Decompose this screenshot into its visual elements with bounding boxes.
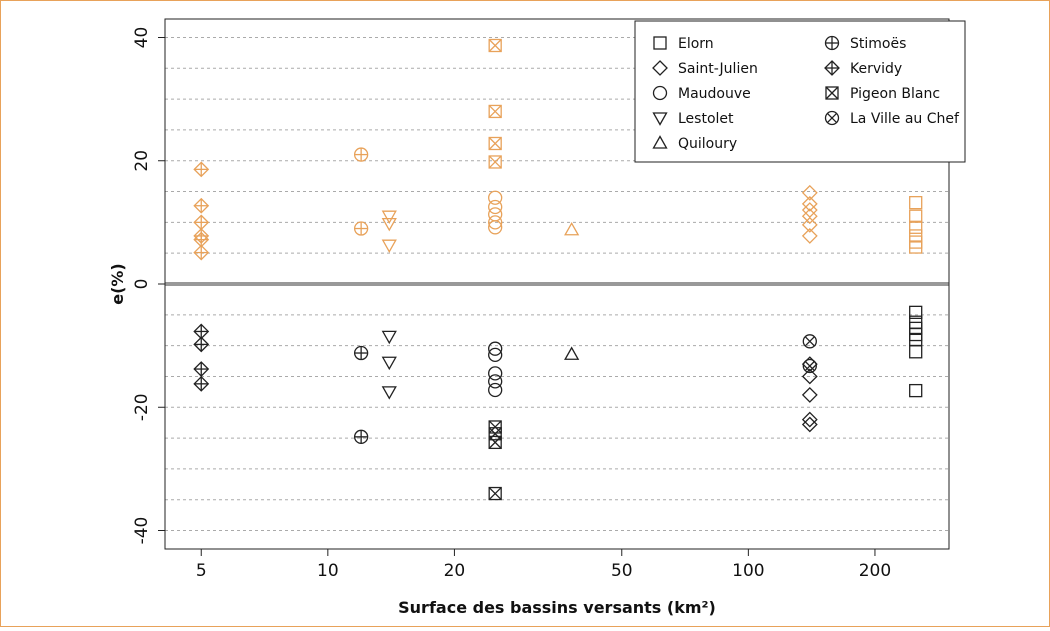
data-point-elorn xyxy=(909,240,923,254)
data-point-elorn xyxy=(909,332,923,347)
data-point-saint-julien xyxy=(801,411,818,428)
legend-box xyxy=(634,20,966,163)
x-tick-label: 10 xyxy=(317,561,339,581)
data-point-pigeon-blanc xyxy=(488,38,502,53)
gridlines xyxy=(165,36,949,532)
data-point-saint-julien xyxy=(801,228,818,244)
y-axis-title: e(%) xyxy=(108,263,127,305)
data-point-pigeon-blanc xyxy=(488,420,502,434)
legend-label-maudouve: Maudouve xyxy=(678,86,751,102)
data-point-stimo-s xyxy=(353,429,369,444)
data-point-saint-julien xyxy=(801,195,818,212)
data-point-maudouve xyxy=(488,215,503,230)
data-point-saint-julien xyxy=(801,368,818,385)
legend: Elorn Saint-Julien Maudouve Lestolet Quilour… xyxy=(634,20,966,163)
x-tick-label: 5 xyxy=(196,561,207,581)
data-point-pigeon-blanc xyxy=(488,136,502,151)
legend-symbol-maudouve xyxy=(652,85,668,101)
data-point-kervidy xyxy=(193,375,210,392)
legend-label-elorn: Elorn xyxy=(678,36,714,52)
data-point-maudouve xyxy=(488,341,503,356)
data-point-stimo-s xyxy=(353,147,369,162)
data-point-elorn xyxy=(909,209,923,223)
data-point-maudouve xyxy=(488,199,503,215)
data-point-maudouve xyxy=(488,382,503,398)
data-points xyxy=(193,38,923,501)
data-point-kervidy xyxy=(193,161,210,178)
data-point-pigeon-blanc xyxy=(488,104,502,119)
data-point-saint-julien xyxy=(801,416,818,433)
data-point-stimo-s xyxy=(353,345,369,361)
legend-label-kervidy: Kervidy xyxy=(850,61,902,77)
data-point-pigeon-blanc xyxy=(488,155,502,169)
data-point-la-ville-au-chef xyxy=(802,358,817,374)
data-point-lestolet xyxy=(381,210,397,225)
data-point-saint-julien xyxy=(801,216,818,233)
legend-label-lestolet: Lestolet xyxy=(678,111,734,127)
legend-symbol-pigeon-blanc xyxy=(825,86,839,100)
data-point-quiloury xyxy=(564,221,580,236)
data-point-elorn xyxy=(909,345,923,359)
data-point-saint-julien xyxy=(801,387,818,403)
data-point-saint-julien xyxy=(801,184,818,201)
data-point-elorn xyxy=(909,383,923,398)
y-tick-label: 20 xyxy=(132,150,152,172)
legend-symbol-kervidy xyxy=(824,60,840,76)
data-point-kervidy xyxy=(193,323,210,340)
x-axis-title: Surface des bassins versants (km²) xyxy=(398,598,716,617)
data-point-kervidy xyxy=(193,336,210,353)
legend-symbol-stimo-s xyxy=(824,35,840,51)
data-point-kervidy xyxy=(193,244,210,261)
data-point-lestolet xyxy=(381,356,397,371)
data-point-kervidy xyxy=(193,197,210,214)
legend-symbol-la-ville-au-chef xyxy=(824,110,840,126)
data-point-kervidy xyxy=(193,214,210,231)
data-point-maudouve xyxy=(488,366,503,381)
data-point-kervidy xyxy=(193,361,210,377)
legend-symbol-lestolet xyxy=(652,112,668,126)
data-point-quiloury xyxy=(564,346,580,360)
data-point-maudouve xyxy=(488,220,503,235)
y-axis: -40 -20 0 20 40 xyxy=(132,27,165,545)
y-tick-label: -20 xyxy=(132,393,152,421)
data-point-lestolet xyxy=(381,217,397,232)
data-point-saint-julien xyxy=(801,208,818,225)
legend-symbol-quiloury xyxy=(652,135,668,149)
legend-symbol-saint-julien xyxy=(652,60,668,76)
data-point-maudouve xyxy=(488,347,503,363)
legend-label-pigeon-blanc: Pigeon Blanc xyxy=(850,86,940,102)
x-tick-label: 20 xyxy=(444,561,466,581)
y-tick-label: 0 xyxy=(132,279,152,290)
data-point-lestolet xyxy=(381,386,397,400)
data-point-lestolet xyxy=(381,330,397,345)
data-point-maudouve xyxy=(488,374,503,389)
x-tick-label: 50 xyxy=(611,561,633,581)
legend-label-quiloury: Quiloury xyxy=(678,136,737,152)
legend-label-la-ville-au-chef: La Ville au Chef xyxy=(850,111,960,127)
data-point-maudouve xyxy=(488,190,503,205)
legend-label-stimo-s: Stimoës xyxy=(850,36,906,52)
data-point-elorn xyxy=(909,305,923,319)
data-point-stimo-s xyxy=(353,221,369,236)
x-tick-label: 200 xyxy=(859,561,891,581)
data-point-elorn xyxy=(909,220,923,234)
legend-symbol-elorn xyxy=(653,36,667,50)
y-tick-label: -40 xyxy=(132,517,152,545)
data-point-pigeon-blanc xyxy=(488,486,502,501)
x-tick-label: 100 xyxy=(732,561,764,581)
data-point-lestolet xyxy=(381,239,397,253)
x-axis: 5 10 20 50 100 200 xyxy=(196,549,891,581)
data-point-elorn xyxy=(909,196,923,210)
data-point-maudouve xyxy=(488,207,503,222)
data-point-pigeon-blanc xyxy=(488,435,502,450)
y-tick-label: 40 xyxy=(132,27,152,49)
legend-label-saint-julien: Saint-Julien xyxy=(678,61,758,77)
data-point-la-ville-au-chef xyxy=(802,334,817,349)
